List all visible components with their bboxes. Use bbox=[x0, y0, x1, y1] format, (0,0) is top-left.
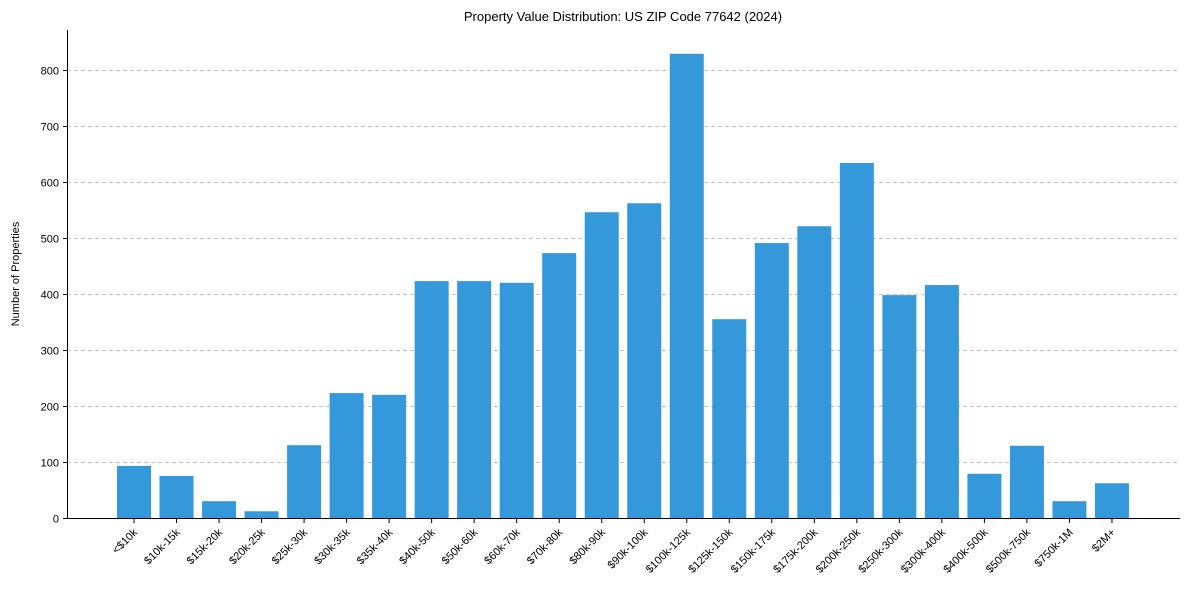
x-tick-label: $400k-500k bbox=[941, 526, 990, 575]
x-tick-label: $10k-15k bbox=[142, 526, 183, 567]
bar bbox=[1094, 483, 1129, 518]
bar bbox=[882, 295, 917, 518]
x-tick-label: $50k-60k bbox=[440, 526, 481, 567]
y-tick-label: 600 bbox=[41, 178, 59, 190]
y-tick-label: 300 bbox=[41, 346, 59, 358]
y-tick-label: 700 bbox=[41, 122, 59, 134]
x-tick-label: $30k-35k bbox=[312, 526, 353, 567]
x-tick-label: $150k-175k bbox=[729, 526, 778, 575]
x-tick-label: $125k-150k bbox=[686, 526, 735, 575]
y-tick-label: 200 bbox=[41, 402, 59, 414]
bar bbox=[287, 445, 322, 518]
bar bbox=[627, 203, 662, 518]
chart-title: Property Value Distribution: US ZIP Code… bbox=[464, 9, 782, 24]
x-tick-label: $40k-50k bbox=[397, 526, 438, 567]
y-tick-label: 500 bbox=[41, 234, 59, 246]
y-tick-label: 800 bbox=[41, 66, 59, 78]
x-tick-label: $20k-25k bbox=[227, 526, 268, 567]
x-tick-label: $70k-80k bbox=[525, 526, 566, 567]
x-tick-label: $90k-100k bbox=[606, 526, 651, 571]
y-tick-label: 400 bbox=[41, 290, 59, 302]
bar bbox=[967, 473, 1002, 518]
x-tick-label: $100k-125k bbox=[644, 526, 693, 575]
bar bbox=[414, 281, 449, 518]
x-tick-label: $500k-750k bbox=[984, 526, 1033, 575]
x-tick-label: $80k-90k bbox=[567, 526, 608, 567]
y-axis-label: Number of Properties bbox=[10, 221, 22, 326]
bar bbox=[924, 285, 959, 518]
bar bbox=[754, 243, 789, 519]
bar bbox=[457, 281, 492, 518]
x-tick-label: $25k-30k bbox=[270, 526, 311, 567]
bar bbox=[244, 511, 279, 518]
x-tick-label: $60k-70k bbox=[482, 526, 523, 567]
bar bbox=[1052, 501, 1087, 518]
bar bbox=[117, 465, 151, 518]
x-tick-label: $15k-20k bbox=[185, 526, 226, 567]
bar bbox=[669, 53, 704, 518]
x-tick-label: <$10k bbox=[110, 526, 140, 556]
bar bbox=[202, 501, 237, 518]
bar bbox=[712, 319, 747, 518]
bar bbox=[329, 393, 364, 518]
bar bbox=[499, 282, 534, 518]
x-tick-label: $35k-40k bbox=[355, 526, 396, 567]
x-tick-label: $300k-400k bbox=[899, 526, 948, 575]
bar bbox=[584, 212, 619, 519]
bar bbox=[542, 253, 577, 518]
bar bbox=[797, 226, 832, 519]
x-tick-label: $2M+ bbox=[1090, 527, 1118, 555]
x-tick-label: $200k-250k bbox=[814, 526, 863, 575]
bar bbox=[159, 476, 194, 518]
x-tick-label: $175k-200k bbox=[771, 526, 820, 575]
x-tick-label: $250k-300k bbox=[856, 526, 905, 575]
y-tick-label: 0 bbox=[53, 514, 59, 526]
y-tick-label: 100 bbox=[41, 458, 59, 470]
bar bbox=[839, 162, 874, 518]
bar bbox=[1009, 445, 1044, 518]
bar bbox=[372, 394, 407, 518]
x-tick-label: $750k-1M bbox=[1032, 527, 1075, 570]
